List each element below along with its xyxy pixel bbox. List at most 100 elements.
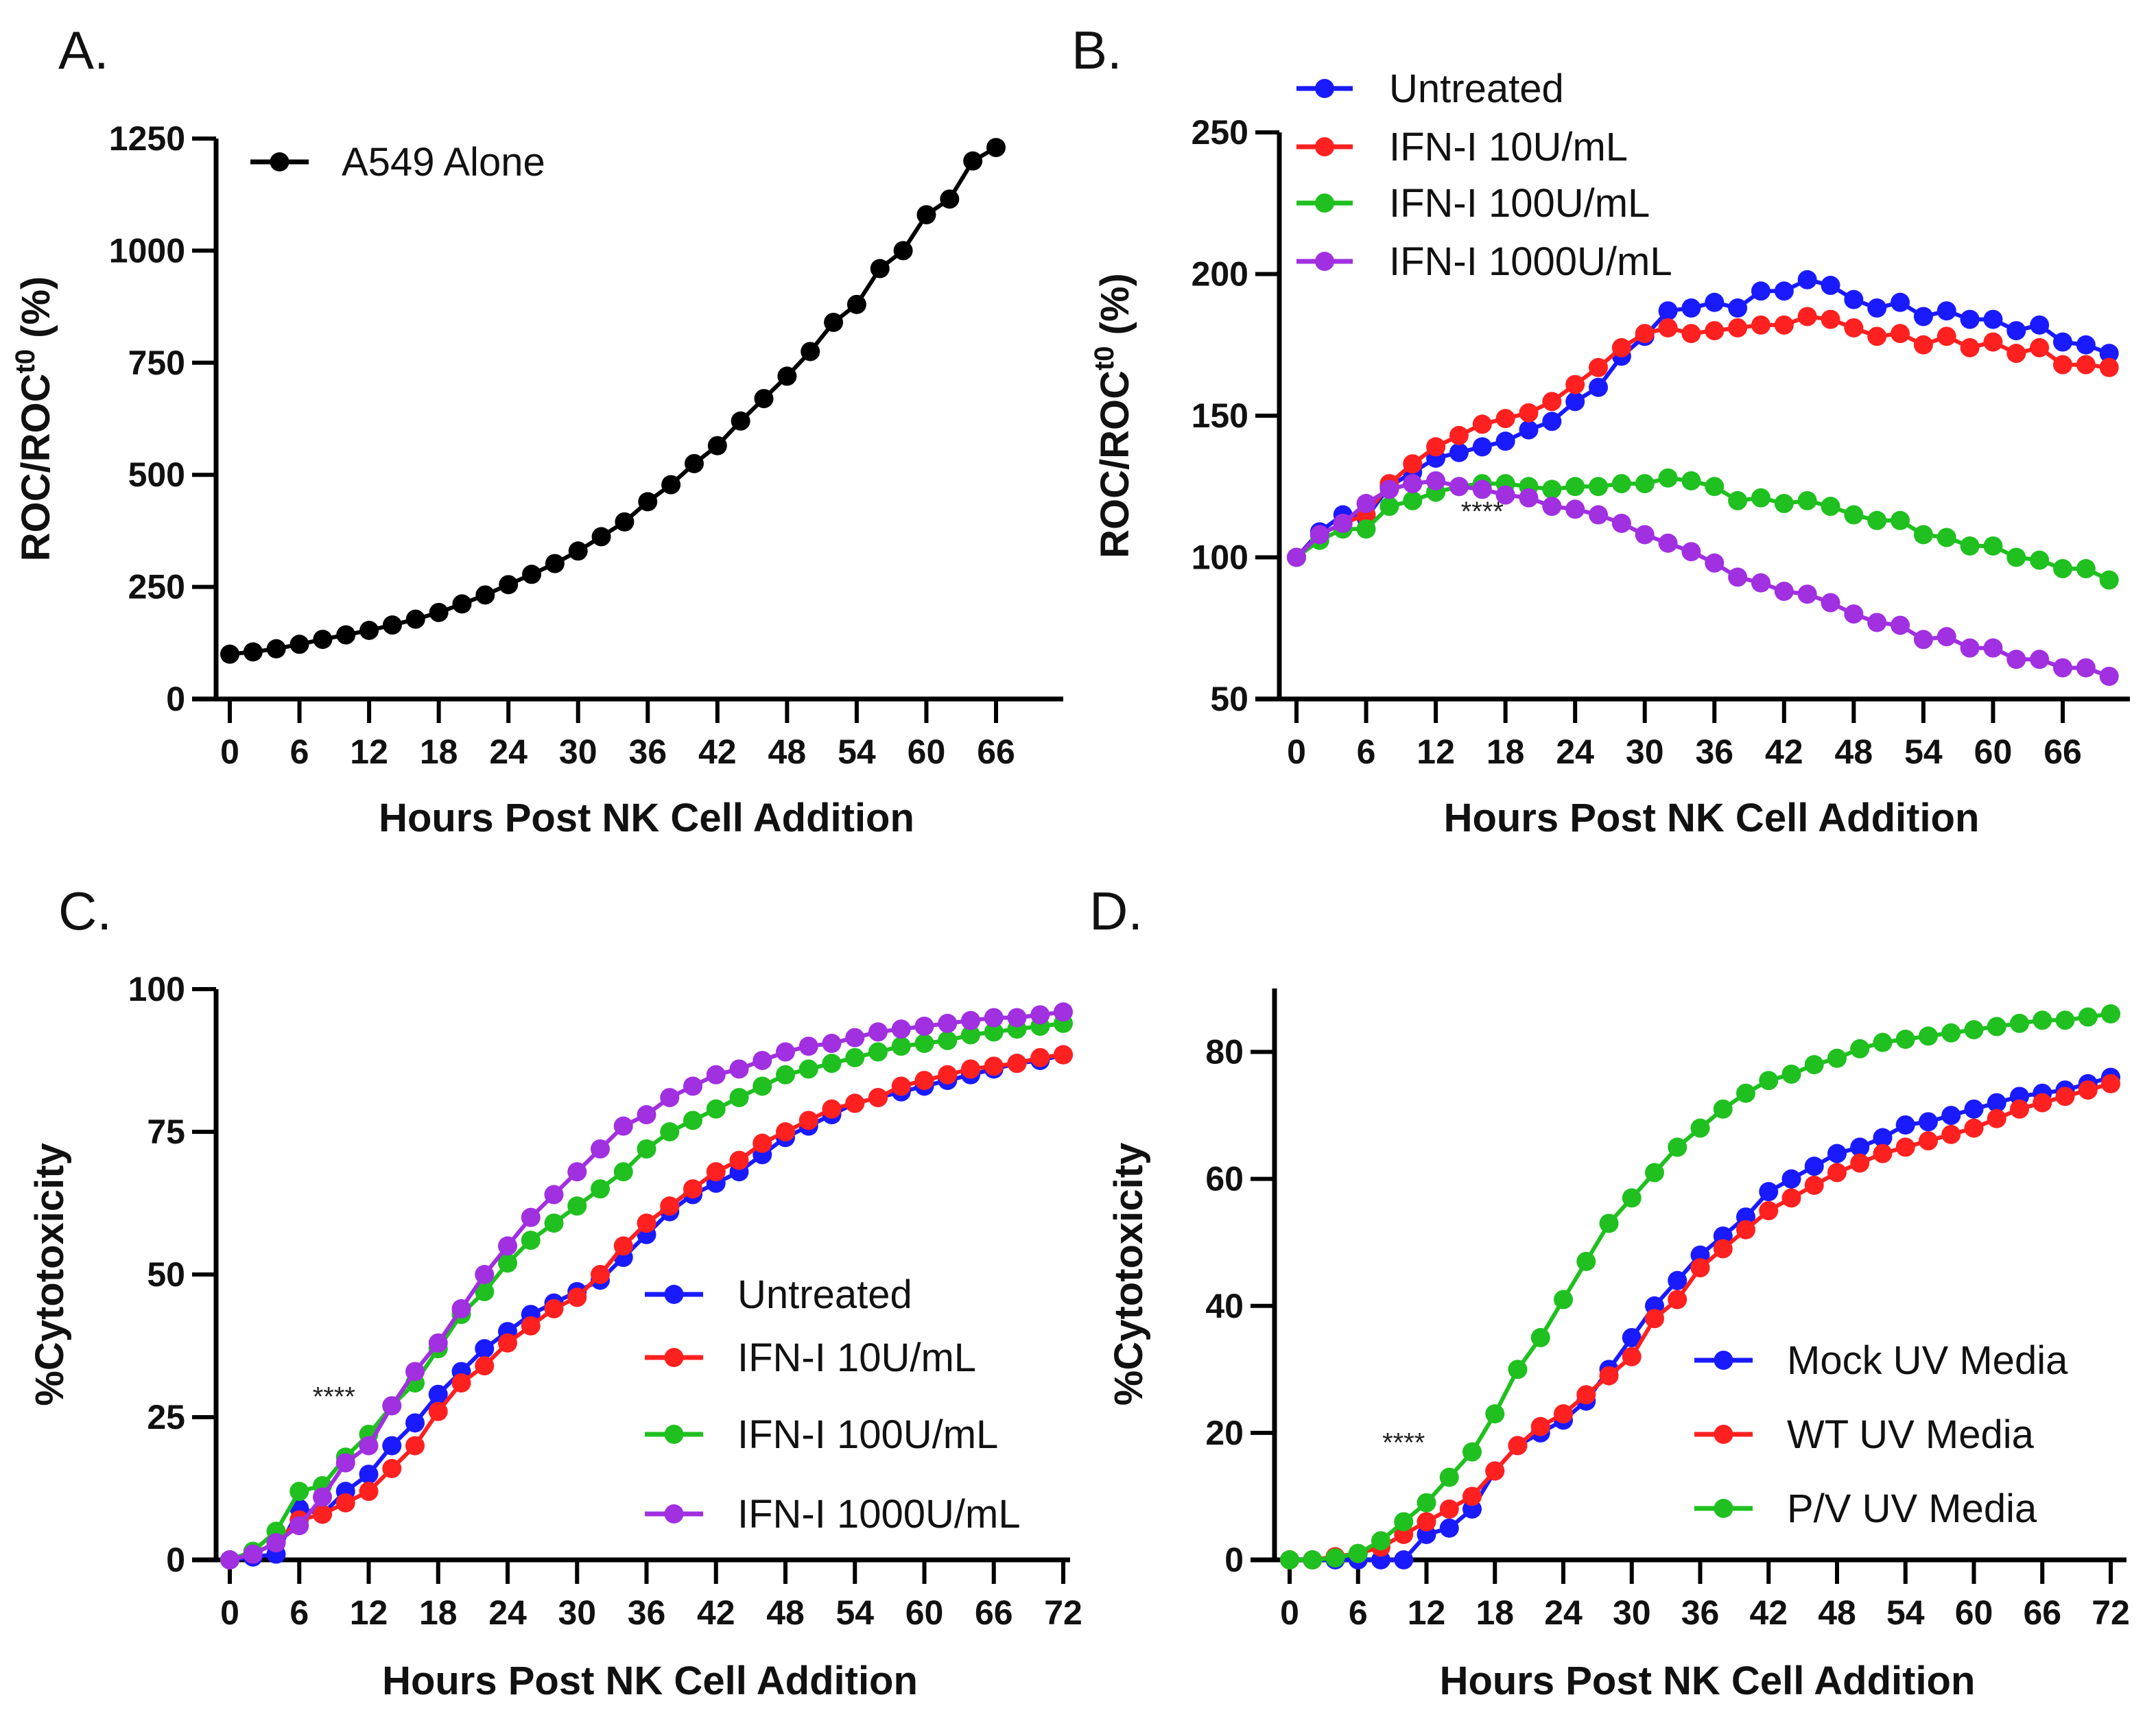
legend-marker <box>664 1425 684 1444</box>
data-point <box>1941 1106 1961 1126</box>
data-point <box>1827 1048 1847 1068</box>
data-point <box>613 1236 633 1256</box>
data-point <box>1891 615 1910 635</box>
data-point <box>1645 1163 1664 1183</box>
data-point <box>1759 1200 1779 1220</box>
data-point <box>359 620 379 640</box>
data-point <box>1007 1054 1027 1074</box>
y-tick-label: 250 <box>1192 113 1248 152</box>
data-point <box>2006 321 2026 341</box>
data-point <box>1449 442 1469 462</box>
data-point <box>405 1362 425 1382</box>
x-tick-label: 54 <box>1904 733 1943 771</box>
data-point <box>1417 1512 1436 1532</box>
series-ifn-i-10u-ml <box>1287 307 2119 567</box>
data-point <box>1599 1213 1619 1233</box>
legend-marker <box>1315 252 1334 271</box>
data-point <box>1913 307 1933 327</box>
data-point <box>1681 542 1701 562</box>
data-point <box>521 1231 541 1250</box>
data-point <box>1542 497 1562 517</box>
data-point <box>1589 477 1609 497</box>
x-tick-label: 42 <box>698 733 737 771</box>
data-point <box>1821 276 1840 296</box>
data-point <box>1873 1128 1893 1148</box>
significance-annotation: **** <box>1461 497 1504 527</box>
data-point <box>1797 584 1817 604</box>
x-tick-label: 36 <box>628 1593 666 1632</box>
data-point <box>1797 307 1817 327</box>
data-point <box>2033 1010 2052 1030</box>
data-point <box>499 575 519 595</box>
data-point <box>2010 1013 2029 1033</box>
data-point <box>429 602 449 622</box>
data-point <box>637 1213 656 1233</box>
data-point <box>568 541 588 561</box>
data-point <box>567 1288 587 1307</box>
legend-label: A549 Alone <box>342 140 545 185</box>
x-tick-label: 60 <box>905 1593 944 1632</box>
data-point <box>1781 1188 1801 1208</box>
legend-marker <box>1714 1499 1733 1518</box>
data-point <box>1983 309 2003 329</box>
data-point <box>452 594 472 614</box>
x-tick-label: 66 <box>2044 733 2082 771</box>
data-point <box>1867 327 1887 346</box>
data-point <box>1403 454 1423 474</box>
data-point <box>359 1465 379 1484</box>
data-point <box>1472 437 1492 457</box>
data-point <box>1576 1251 1596 1271</box>
data-point <box>1774 582 1794 602</box>
data-point <box>776 1122 795 1141</box>
data-point <box>731 411 750 431</box>
data-point <box>335 1493 355 1513</box>
data-point <box>984 1008 1004 1028</box>
x-tick-label: 18 <box>420 733 458 771</box>
data-point <box>1705 292 1725 312</box>
data-point <box>1599 1366 1619 1386</box>
x-tick-label: 30 <box>558 1593 596 1632</box>
data-point <box>2033 1093 2052 1113</box>
y-tick-label: 75 <box>147 1113 185 1151</box>
panel-label: C. <box>58 881 112 941</box>
x-tick-label: 60 <box>1974 733 2013 771</box>
data-point <box>1565 499 1585 519</box>
x-tick-label: 6 <box>1357 733 1376 771</box>
data-point <box>1960 309 1980 329</box>
data-point <box>2101 1004 2120 1024</box>
data-point <box>613 1116 633 1136</box>
data-point <box>683 1111 702 1130</box>
data-point <box>1439 1499 1459 1519</box>
data-point <box>1705 553 1725 573</box>
data-point <box>870 259 890 278</box>
data-point <box>1472 479 1492 499</box>
data-point <box>1844 289 1864 309</box>
data-point <box>591 1179 610 1199</box>
x-tick-label: 30 <box>1613 1593 1651 1632</box>
data-point <box>2055 1087 2075 1106</box>
data-point <box>1781 1169 1801 1189</box>
data-point <box>1827 1143 1847 1163</box>
y-axis-label-superscript: t0 <box>10 349 40 374</box>
x-tick-label: 72 <box>1044 1593 1082 1632</box>
data-point <box>1867 613 1887 632</box>
significance-annotation: **** <box>313 1382 355 1412</box>
data-point <box>706 1065 726 1084</box>
data-point <box>1873 1032 1893 1052</box>
data-point <box>729 1088 749 1108</box>
data-point <box>2076 355 2096 375</box>
x-tick-label: 66 <box>2023 1593 2061 1632</box>
data-point <box>638 492 658 512</box>
data-point <box>475 1265 495 1284</box>
data-point <box>521 1316 541 1336</box>
data-point <box>2053 332 2072 352</box>
data-point <box>2030 550 2050 570</box>
data-point <box>615 512 635 532</box>
data-point <box>1530 1328 1550 1348</box>
x-tick-label: 42 <box>1765 733 1803 771</box>
data-point <box>683 1076 702 1096</box>
data-point <box>1844 505 1864 525</box>
y-axis-label-suffix: (%) <box>14 276 58 349</box>
data-point <box>475 1339 495 1359</box>
data-point <box>1403 490 1423 510</box>
